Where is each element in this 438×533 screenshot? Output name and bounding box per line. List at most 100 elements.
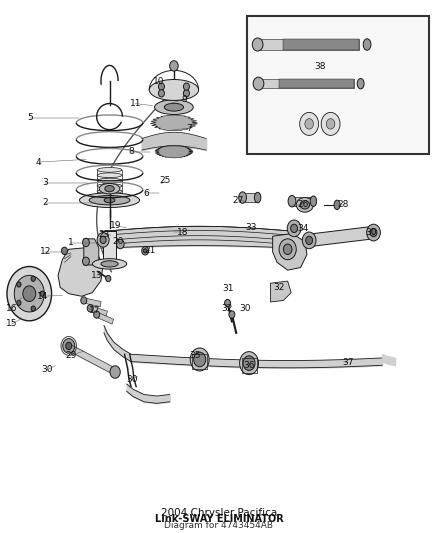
Circle shape — [31, 276, 35, 281]
Text: 26: 26 — [297, 200, 308, 209]
Polygon shape — [96, 312, 113, 324]
Circle shape — [14, 276, 44, 312]
Ellipse shape — [363, 39, 371, 50]
Circle shape — [279, 239, 296, 260]
Polygon shape — [83, 298, 101, 306]
Ellipse shape — [101, 261, 118, 267]
Circle shape — [7, 266, 52, 321]
Text: 10: 10 — [153, 77, 165, 86]
Circle shape — [190, 348, 209, 371]
Text: 28: 28 — [338, 200, 349, 209]
Text: 25: 25 — [160, 176, 171, 185]
Circle shape — [66, 342, 72, 350]
Text: 30: 30 — [42, 366, 53, 374]
Text: 1: 1 — [68, 238, 74, 247]
Circle shape — [159, 90, 164, 97]
Circle shape — [106, 276, 111, 281]
Text: 9: 9 — [182, 95, 187, 104]
Text: 32: 32 — [273, 283, 285, 292]
Text: Link-SWAY ELIMINATOR: Link-SWAY ELIMINATOR — [155, 514, 283, 524]
Ellipse shape — [92, 259, 127, 269]
Bar — [192, 354, 207, 369]
Circle shape — [82, 257, 89, 265]
Polygon shape — [243, 193, 258, 202]
Ellipse shape — [97, 184, 122, 188]
Polygon shape — [155, 146, 193, 158]
Ellipse shape — [97, 167, 122, 172]
Circle shape — [117, 239, 124, 249]
Circle shape — [229, 311, 235, 318]
Circle shape — [240, 352, 258, 375]
Text: 20: 20 — [113, 237, 124, 246]
Ellipse shape — [99, 183, 120, 194]
Ellipse shape — [254, 192, 261, 203]
Text: 38: 38 — [314, 62, 325, 71]
Circle shape — [225, 300, 230, 306]
Text: 19: 19 — [110, 221, 122, 230]
Polygon shape — [90, 306, 107, 316]
Ellipse shape — [334, 200, 340, 209]
Text: Diagram for 4743454AB: Diagram for 4743454AB — [165, 521, 273, 530]
Text: 8: 8 — [128, 147, 134, 156]
Circle shape — [305, 119, 314, 129]
Text: 5: 5 — [27, 113, 33, 122]
Text: 36: 36 — [243, 361, 255, 370]
Text: 17: 17 — [89, 306, 100, 316]
Ellipse shape — [252, 38, 263, 51]
Text: 16: 16 — [6, 304, 18, 313]
Circle shape — [87, 305, 93, 312]
Circle shape — [100, 236, 106, 244]
Text: 30: 30 — [366, 228, 377, 237]
Ellipse shape — [253, 77, 264, 90]
Circle shape — [287, 220, 301, 237]
Text: 3: 3 — [42, 179, 48, 188]
Circle shape — [326, 119, 335, 129]
Circle shape — [17, 300, 21, 305]
Polygon shape — [103, 231, 116, 262]
Polygon shape — [309, 227, 374, 247]
Circle shape — [306, 236, 313, 245]
Ellipse shape — [288, 196, 296, 207]
Bar — [247, 16, 429, 154]
Text: 7: 7 — [186, 124, 192, 133]
Circle shape — [40, 291, 44, 296]
Circle shape — [243, 356, 255, 370]
Text: 12: 12 — [39, 247, 51, 256]
Text: 32: 32 — [221, 304, 233, 313]
Ellipse shape — [300, 201, 310, 209]
Text: 6: 6 — [143, 189, 149, 198]
Polygon shape — [258, 79, 354, 88]
Circle shape — [302, 232, 316, 249]
Ellipse shape — [357, 78, 364, 89]
Circle shape — [321, 112, 340, 135]
Polygon shape — [279, 79, 354, 88]
Circle shape — [184, 90, 189, 97]
Text: 27: 27 — [233, 196, 244, 205]
Polygon shape — [283, 39, 358, 50]
Ellipse shape — [97, 189, 122, 193]
Ellipse shape — [104, 198, 115, 203]
Ellipse shape — [97, 178, 122, 183]
Ellipse shape — [155, 100, 193, 115]
Text: 35: 35 — [190, 351, 201, 360]
Polygon shape — [84, 239, 99, 265]
Circle shape — [31, 306, 35, 311]
Text: 21: 21 — [145, 246, 156, 255]
Polygon shape — [292, 197, 314, 206]
Circle shape — [300, 112, 318, 135]
Ellipse shape — [164, 103, 184, 111]
Polygon shape — [58, 248, 103, 296]
Ellipse shape — [149, 79, 198, 100]
Text: 34: 34 — [297, 224, 308, 233]
Text: 18: 18 — [177, 228, 188, 237]
Ellipse shape — [105, 185, 114, 192]
Text: 13: 13 — [91, 271, 102, 280]
Circle shape — [97, 232, 109, 247]
Text: 11: 11 — [130, 99, 141, 108]
Ellipse shape — [89, 196, 130, 205]
Ellipse shape — [97, 200, 122, 205]
Text: 2: 2 — [42, 198, 48, 207]
Text: 23: 23 — [99, 230, 110, 239]
Circle shape — [110, 366, 120, 378]
Circle shape — [159, 83, 164, 90]
